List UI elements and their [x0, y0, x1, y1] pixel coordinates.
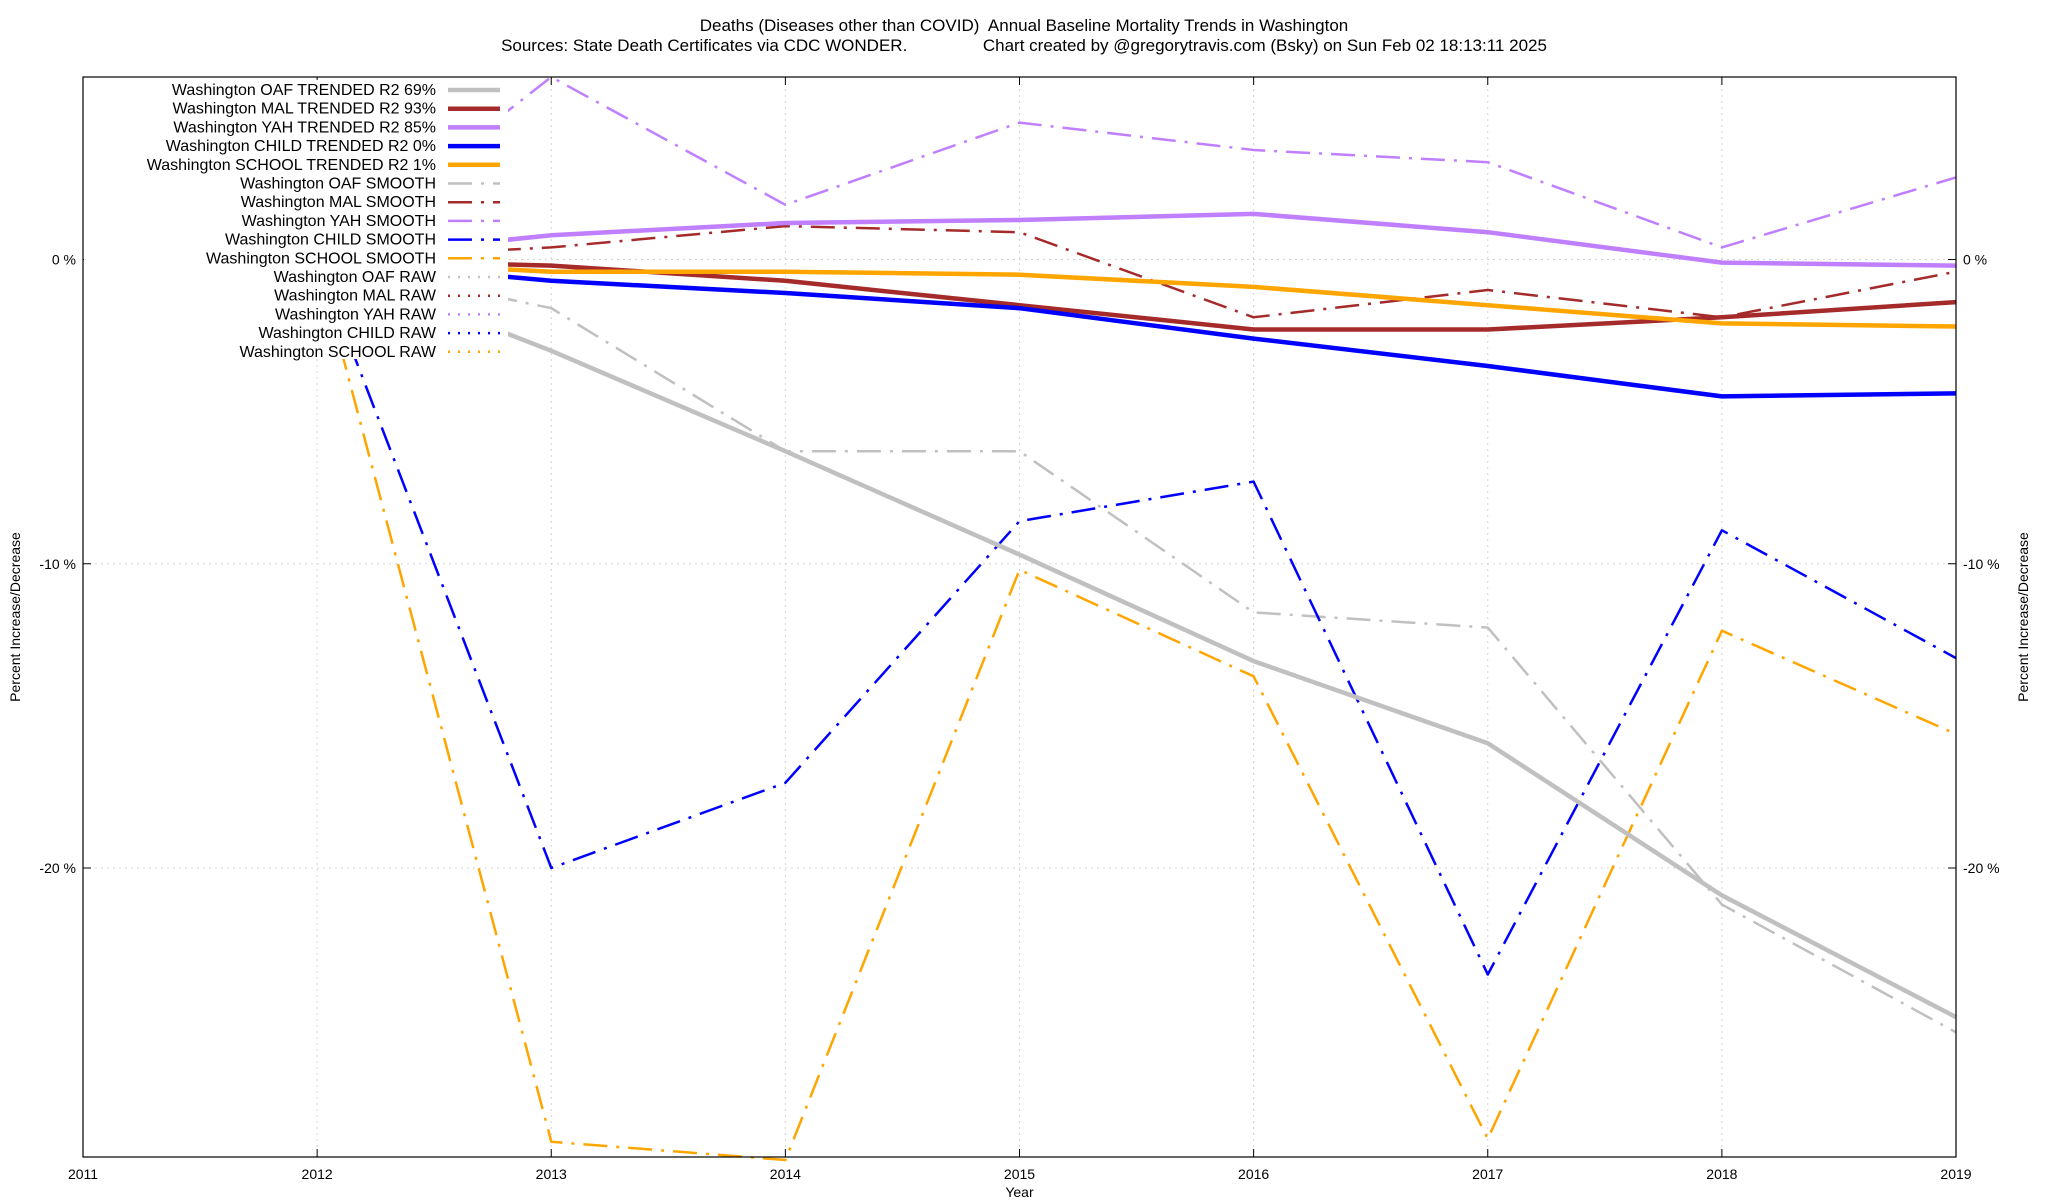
x-tick-label: 2018 — [1706, 1166, 1737, 1182]
legend-label: Washington MAL RAW — [274, 288, 437, 305]
y-axis-label: Percent Increase/Decrease — [7, 532, 23, 702]
tick-labels: 2011 2012 2013 2014 2015 2016 2017 2018 2019 0 % 0… — [39, 252, 1999, 1182]
legend-label: Washington CHILD SMOOTH — [225, 232, 436, 249]
legend-label: Washington OAF TRENDED R2 69% — [172, 82, 436, 99]
y2-tick-label: 0 % — [1963, 252, 1987, 268]
y-tick-label: -20 % — [39, 860, 76, 876]
x-tick-label: 2016 — [1238, 1166, 1269, 1182]
y-tick-label: -10 % — [39, 556, 76, 572]
y2-axis-label: Percent Increase/Decrease — [2015, 532, 2031, 702]
legend-label: Washington YAH TRENDED R2 85% — [173, 119, 436, 136]
legend-label: Washington MAL TRENDED R2 93% — [172, 101, 436, 118]
x-tick-label: 2015 — [1004, 1166, 1035, 1182]
legend-label: Washington YAH RAW — [275, 306, 437, 323]
y2-tick-label: -10 % — [1963, 556, 2000, 572]
legend-label: Washington MAL SMOOTH — [241, 194, 436, 211]
series-line-8 — [315, 259, 1957, 976]
x-tick-label: 2017 — [1472, 1166, 1503, 1182]
series-line-5 — [316, 258, 1957, 1034]
legend-label: Washington YAH SMOOTH — [242, 213, 436, 230]
legend-label: Washington CHILD RAW — [258, 325, 436, 342]
series-line-2 — [316, 211, 1957, 268]
x-tick-label: 2019 — [1940, 1166, 1971, 1182]
legend-label: Washington SCHOOL TRENDED R2 1% — [147, 157, 436, 174]
x-tick-label: 2011 — [68, 1166, 98, 1182]
series-line-7 — [316, 75, 1957, 261]
series-line-6 — [317, 224, 1957, 319]
chart-title: Deaths (Diseases other than COVID) Annua… — [699, 16, 1349, 35]
legend: Washington OAF TRENDED R2 69% Washington … — [84, 80, 508, 361]
series-layer — [315, 75, 1958, 1162]
x-axis-label: Year — [1005, 1184, 1034, 1200]
legend-label: Washington CHILD TRENDED R2 0% — [166, 138, 436, 155]
legend-label: Washington OAF RAW — [274, 269, 437, 286]
series-line-9 — [315, 259, 1957, 1162]
legend-label: Washington SCHOOL RAW — [240, 344, 437, 361]
legend-label: Washington SCHOOL SMOOTH — [206, 250, 436, 267]
series-line-4 — [316, 257, 1957, 329]
series-line-3 — [316, 257, 1957, 399]
x-tick-label: 2013 — [536, 1166, 567, 1182]
x-tick-label: 2012 — [302, 1166, 333, 1182]
y2-tick-label: -20 % — [1963, 860, 2000, 876]
legend-label: Washington OAF SMOOTH — [240, 176, 436, 193]
series-line-0 — [316, 257, 1958, 1020]
x-tick-label: 2014 — [770, 1166, 801, 1182]
y-tick-label: 0 % — [52, 252, 76, 268]
legend-background — [84, 80, 508, 359]
chart-subtitle: Sources: State Death Certificates via CD… — [501, 36, 1547, 55]
